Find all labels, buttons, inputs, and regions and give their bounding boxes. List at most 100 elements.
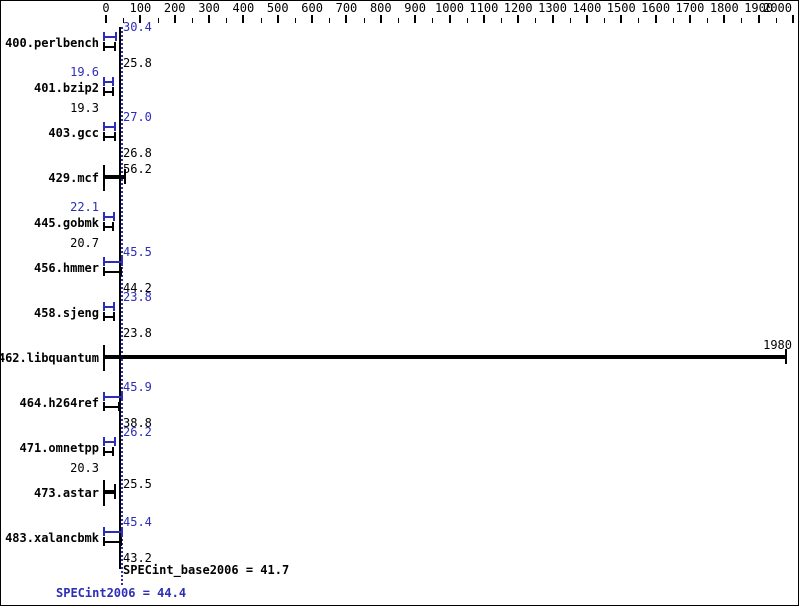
base-value-label: 26.8 xyxy=(123,146,152,160)
axis-tick-label: 1700 xyxy=(675,1,705,15)
base-bar xyxy=(104,406,120,408)
axis-tick-major xyxy=(551,15,554,23)
value-label: 25.5 xyxy=(123,477,152,491)
base-bar-end-tick xyxy=(112,222,115,231)
axis-tick-major xyxy=(723,15,726,23)
axis-tick-major xyxy=(792,15,794,23)
axis-tick-major xyxy=(276,15,279,23)
axis-tick-major xyxy=(620,15,623,23)
axis-tick-label: 1100 xyxy=(469,1,499,15)
base-bar xyxy=(104,451,113,453)
benchmark-label: 401.bzip2 xyxy=(33,81,99,95)
bar-end-tick xyxy=(113,484,116,499)
peak-value-label: 19.6 xyxy=(70,65,99,79)
axis-tick-major xyxy=(208,15,211,23)
axis-tick-label: 1400 xyxy=(572,1,602,15)
axis-tick-major xyxy=(688,15,691,23)
axis-tick-minor xyxy=(432,18,434,23)
peak-bar xyxy=(104,126,116,128)
base-bar xyxy=(104,541,121,543)
axis-tick-minor xyxy=(501,18,503,23)
peak-bar-end-tick xyxy=(120,257,123,266)
axis-tick-major xyxy=(482,15,485,23)
peak-value-label: 22.1 xyxy=(70,200,99,214)
value-label: 1980 xyxy=(763,338,792,352)
peak-bar xyxy=(104,36,117,38)
axis-tick-minor xyxy=(191,18,193,23)
axis-tick-minor xyxy=(329,18,331,23)
base-value-label: 25.8 xyxy=(123,56,152,70)
base-value-label: 38.8 xyxy=(123,416,152,430)
axis-tick-label: 1800 xyxy=(709,1,739,15)
peak-bar xyxy=(104,396,122,398)
axis-tick-label: 1000 xyxy=(435,1,464,15)
axis-tick-major xyxy=(173,15,176,23)
peak-bar-end-tick xyxy=(113,302,116,311)
axis-tick-minor xyxy=(363,18,365,23)
base-bar xyxy=(104,91,113,93)
axis-tick-major xyxy=(345,15,348,23)
base-bar xyxy=(104,46,115,48)
benchmark-label: 456.hmmer xyxy=(33,261,99,275)
axis-tick-label: 700 xyxy=(335,1,358,15)
axis-tick-minor xyxy=(294,18,296,23)
base-bar-end-tick xyxy=(119,537,122,546)
benchmark-label: 464.h264ref xyxy=(19,396,99,410)
base-bar-end-tick xyxy=(111,87,114,96)
axis-tick-label: 2000 xyxy=(763,1,792,15)
axis-tick-major xyxy=(379,15,382,23)
benchmark-label: 400.perlbench xyxy=(5,36,99,50)
axis-tick-label: 0 xyxy=(102,1,110,15)
benchmark-label: 462.libquantum xyxy=(0,351,99,365)
axis-tick-minor xyxy=(775,18,777,23)
base-value-label: 19.3 xyxy=(70,101,99,115)
benchmark-label: 445.gobmk xyxy=(33,216,99,230)
axis-tick-major xyxy=(654,15,657,23)
axis-tick-label: 1900 xyxy=(744,1,774,15)
axis-tick-label: 1300 xyxy=(538,1,567,15)
axis-tick-major xyxy=(105,15,107,23)
axis-tick-major xyxy=(448,15,451,23)
axis-tick-minor xyxy=(741,18,743,23)
specint-base2006-summary: SPECint_base2006 = 41.7 xyxy=(123,563,290,577)
result-bar xyxy=(104,490,115,494)
peak-bar-end-tick xyxy=(112,212,115,221)
axis-tick-minor xyxy=(707,18,709,23)
base-bar xyxy=(104,271,122,273)
base-value-label: 20.7 xyxy=(70,236,99,250)
peak-value-label: 27.0 xyxy=(123,110,152,124)
base-bar xyxy=(104,226,114,228)
base-bar xyxy=(104,136,116,138)
peak-bar-end-tick xyxy=(113,437,116,446)
benchmark-label: 471.omnetpp xyxy=(19,441,99,455)
axis-tick-label: 1500 xyxy=(606,1,636,15)
peak-bar-end-tick xyxy=(114,122,117,131)
axis-tick-minor xyxy=(157,18,159,23)
benchmark-label: 473.astar xyxy=(33,486,99,500)
base-value-label: 43.2 xyxy=(123,551,152,565)
peak-value-label: 26.2 xyxy=(123,425,152,439)
value-label: 56.2 xyxy=(123,162,152,176)
peak-bar xyxy=(104,531,122,533)
axis-tick-minor xyxy=(604,18,606,23)
result-bar xyxy=(104,175,126,179)
axis-tick-label: 400 xyxy=(232,1,255,15)
axis-tick-minor xyxy=(123,18,125,23)
axis-tick-major xyxy=(757,15,760,23)
bar-end-tick xyxy=(124,169,127,184)
axis-tick-label: 100 xyxy=(129,1,152,15)
peak-bar-end-tick xyxy=(115,32,118,41)
peak-bar-end-tick xyxy=(120,527,123,536)
mean-line-peak xyxy=(120,27,123,585)
peak-value-label: 23.8 xyxy=(123,290,152,304)
mean-line-base xyxy=(118,27,121,569)
axis-tick-major xyxy=(139,15,142,23)
axis-tick-label: 300 xyxy=(198,1,220,15)
axis-tick-major xyxy=(585,15,588,23)
axis-tick-label: 600 xyxy=(301,1,323,15)
axis-tick-label: 900 xyxy=(404,1,426,15)
base-bar-end-tick xyxy=(113,42,116,51)
axis-tick-minor xyxy=(226,18,228,23)
axis-tick-minor xyxy=(535,18,537,23)
